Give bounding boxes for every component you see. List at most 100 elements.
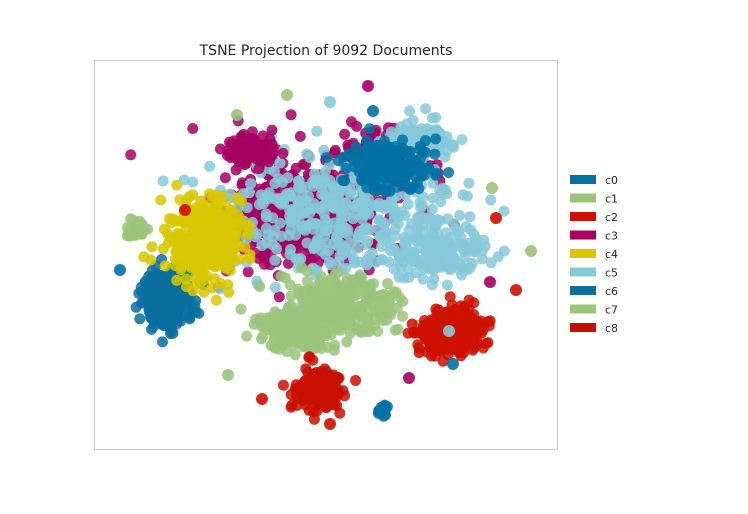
- point-c1-2410: [325, 329, 337, 341]
- legend-swatch-c7: [570, 304, 596, 314]
- point-c4-2025: [243, 220, 255, 232]
- point-c5-1038: [442, 213, 454, 225]
- point-c3-3200: [263, 156, 275, 168]
- point-c2-2889: [427, 317, 438, 329]
- legend-swatch-c8: [570, 323, 596, 332]
- point-c5-1302: [388, 245, 400, 257]
- point-c5-1295: [466, 257, 478, 269]
- point-c4-2058: [210, 294, 222, 306]
- point-c0-1518: [362, 154, 374, 166]
- point-c5-1079: [273, 173, 285, 185]
- point-c7-2496: [256, 333, 267, 345]
- point-c5-1049: [364, 224, 376, 236]
- point-c5-1024: [396, 206, 408, 218]
- point-c0-1333: [443, 167, 455, 178]
- point-c5-1052: [330, 231, 342, 243]
- legend-swatch-c3: [570, 230, 596, 240]
- point-c8-3052: [303, 351, 315, 363]
- point-c1-2418: [331, 287, 343, 298]
- point-c8-2978: [334, 407, 346, 419]
- point-c8-3057: [311, 387, 323, 398]
- point-c5-1077: [310, 176, 322, 188]
- point-c5-1054: [424, 212, 435, 224]
- point-c1-2180: [254, 281, 266, 292]
- point-c5-1087: [345, 185, 357, 197]
- point-c7-2545: [329, 339, 341, 351]
- point-c5-1051: [324, 175, 336, 186]
- point-c5-1179: [401, 118, 413, 130]
- point-c4-2001: [204, 188, 215, 200]
- point-c0-1522: [379, 164, 391, 176]
- point-c0-1527: [391, 150, 403, 162]
- point-c2-3218: [324, 418, 336, 430]
- point-c1-3208: [486, 182, 498, 194]
- point-c3-650: [351, 120, 363, 132]
- point-c5-997: [325, 259, 337, 271]
- point-c3-3186: [222, 149, 233, 161]
- point-c4-2128: [205, 238, 217, 250]
- point-c4-2043: [187, 285, 199, 297]
- point-c8-3044: [291, 399, 303, 411]
- point-c0-1451: [366, 175, 378, 187]
- point-c5-1319: [425, 240, 437, 252]
- legend-label-c2: c2: [605, 211, 618, 224]
- point-c1-2401: [342, 314, 354, 326]
- point-c5-883: [348, 253, 360, 265]
- point-c0-1491: [416, 170, 428, 182]
- point-c1-2429: [356, 307, 368, 319]
- point-c2-2799: [442, 349, 454, 361]
- point-c7-2542: [262, 312, 274, 324]
- point-c1-2376: [301, 276, 313, 287]
- point-c4-2111: [202, 230, 214, 242]
- point-c5-1048: [308, 242, 320, 254]
- point-c2-3209: [490, 212, 502, 224]
- point-c5-1282: [478, 234, 490, 246]
- point-c1-2427: [355, 325, 367, 337]
- point-c0-1507: [337, 174, 349, 186]
- point-c1-2426: [335, 307, 347, 319]
- point-c5-1205: [426, 112, 438, 124]
- point-c0-3221: [447, 358, 459, 370]
- point-c7-2556: [299, 323, 310, 335]
- point-c5-1014: [269, 281, 281, 293]
- point-c5-1015: [412, 211, 424, 223]
- point-c8-3053: [301, 393, 313, 405]
- point-c2-2869: [477, 324, 489, 336]
- point-c5-1297: [419, 263, 431, 275]
- point-c4-2086: [187, 189, 199, 201]
- point-c2-2884: [458, 302, 470, 314]
- point-c1-3094: [133, 225, 144, 237]
- point-c1-2406: [285, 290, 297, 302]
- point-c5-1208: [421, 123, 433, 135]
- point-c1-2280: [392, 323, 404, 335]
- legend-label-c8: c8: [605, 322, 618, 335]
- point-c5-735: [301, 148, 313, 160]
- point-c7-2564: [267, 323, 279, 335]
- point-c4-2110: [234, 253, 246, 265]
- point-c4-2101: [170, 215, 182, 227]
- point-c3-3169: [253, 163, 265, 175]
- point-c2-2866: [468, 309, 480, 320]
- point-c1-2421: [306, 287, 318, 299]
- point-c2-2870: [429, 346, 441, 357]
- point-c1-3210: [525, 245, 537, 257]
- point-c5-1264: [456, 269, 468, 281]
- point-c5-999: [415, 202, 427, 214]
- point-c2-2876: [428, 336, 440, 348]
- point-c7-2478: [235, 303, 247, 315]
- point-c0-1517: [357, 165, 369, 177]
- point-c4-1857: [223, 286, 235, 298]
- point-c1-2221: [341, 336, 353, 348]
- point-c6-1829: [155, 285, 167, 296]
- point-c6-1823: [165, 326, 177, 338]
- point-c3-3212: [484, 276, 496, 288]
- point-c4-2109: [181, 233, 193, 245]
- point-c0-1529: [371, 158, 383, 170]
- point-c6-1720: [134, 313, 146, 325]
- legend-swatch-c5: [570, 267, 596, 277]
- point-c0-3214: [114, 264, 126, 276]
- point-c5-1125: [456, 134, 468, 146]
- point-c1-2425: [332, 266, 344, 278]
- point-c1-2395: [350, 278, 362, 289]
- point-c3-388: [285, 109, 297, 121]
